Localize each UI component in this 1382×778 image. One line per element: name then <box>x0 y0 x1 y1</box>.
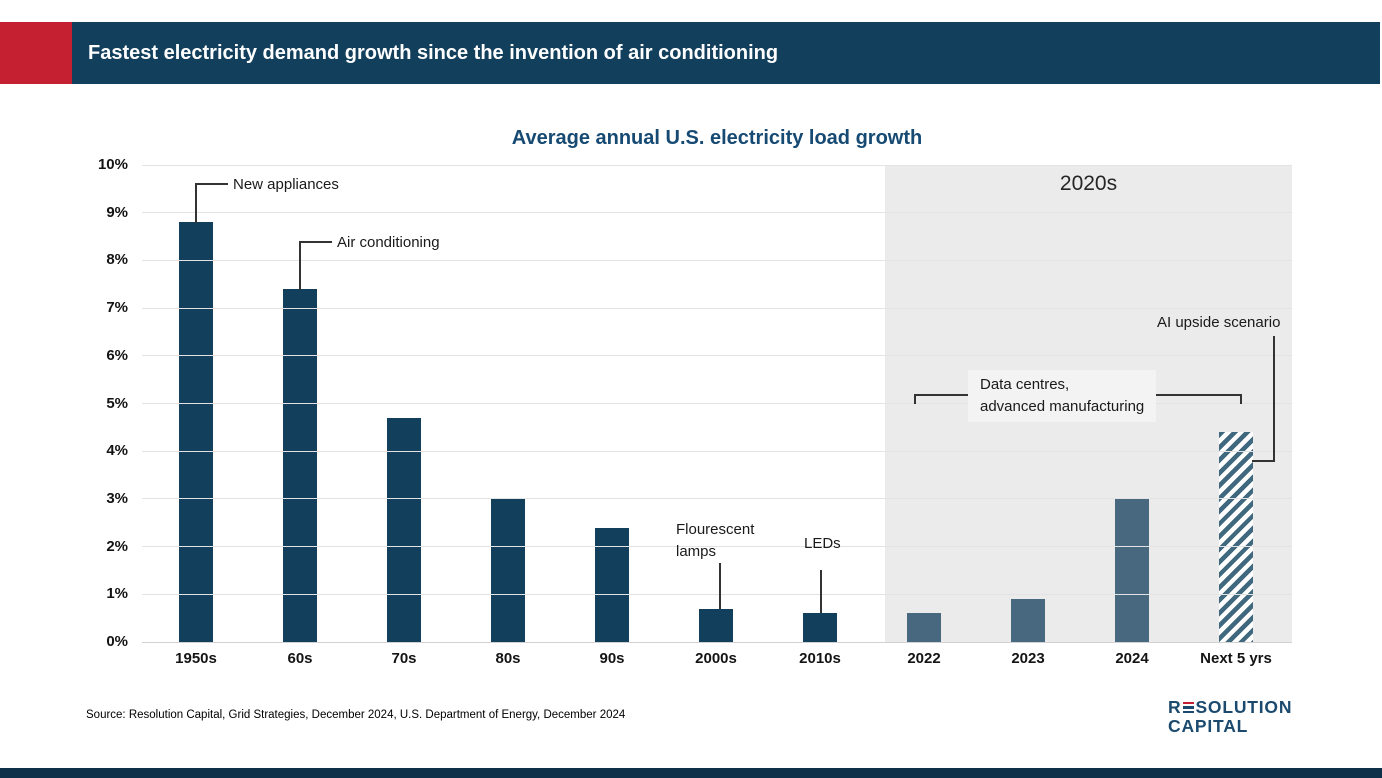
annotation-data-centres-line2: advanced manufacturing <box>980 398 1145 415</box>
ai-upside-connector-vertical <box>1273 336 1275 462</box>
annotation-leds: LEDs <box>804 535 841 552</box>
ai-upside-connector-horizontal <box>1252 460 1274 462</box>
bar-70s <box>387 417 421 642</box>
annotation-fluorescent-line2: lamps <box>676 543 717 560</box>
y-axis-label: 7% <box>106 299 128 317</box>
bar-2010s <box>803 613 837 642</box>
gridline-4% <box>142 450 1292 452</box>
y-axis-label: 2% <box>106 537 128 555</box>
gridline-1% <box>142 593 1292 595</box>
logo-line1-rest: SOLUTION <box>1195 697 1293 717</box>
x-axis-label: 1950s <box>175 650 217 667</box>
footer-bar <box>0 768 1382 778</box>
gridline-0% <box>142 641 1292 643</box>
y-axis-label: 3% <box>106 489 128 507</box>
y-axis-label: 4% <box>106 442 128 460</box>
brand-red-square <box>0 22 72 84</box>
x-axis-label: 60s <box>287 650 313 667</box>
bar-80s <box>491 498 525 642</box>
x-axis-label: 80s <box>495 650 521 667</box>
bar-1950s <box>179 222 213 642</box>
logo-line1: R SOLUTION <box>1168 698 1292 717</box>
bar-90s <box>595 527 629 642</box>
annotation-fluorescent-lamps: Flourescent lamps <box>676 519 754 563</box>
annotation-fluorescent-line1: Flourescent <box>676 521 755 538</box>
page-title: Fastest electricity demand growth since … <box>88 42 779 64</box>
bar-2022 <box>907 613 941 642</box>
bar-Next 5 yrs <box>1219 432 1253 642</box>
y-axis-label: 5% <box>106 394 128 412</box>
new-appliances-connector-horizontal <box>195 183 228 185</box>
y-axis-label: 1% <box>106 585 128 603</box>
logo-line2: CAPITAL <box>1168 716 1249 736</box>
leds-connector-vertical <box>820 570 822 613</box>
x-axis-label: Next 5 yrs <box>1200 650 1272 667</box>
gridline-9% <box>142 212 1292 214</box>
x-axis-label: 2023 <box>1011 650 1045 667</box>
gridline-5% <box>142 403 1292 404</box>
y-axis-label: 9% <box>106 203 128 221</box>
data-centres-bracket-left-tick <box>914 394 916 404</box>
decade-region-label: 2020s <box>1059 172 1118 195</box>
resolution-capital-logo: R SOLUTION CAPITAL <box>1168 698 1292 736</box>
air-conditioning-connector-horizontal <box>299 241 332 243</box>
gridline-2% <box>142 546 1292 548</box>
data-centres-bracket-right-tick <box>1240 394 1242 404</box>
gridline-7% <box>142 307 1292 309</box>
x-axis-label: 2010s <box>799 650 841 667</box>
bar-2000s <box>699 608 733 642</box>
gridline-8% <box>142 259 1292 261</box>
y-axis-label: 8% <box>106 251 128 269</box>
logo-stylized-e-icon <box>1182 701 1194 714</box>
annotation-data-centres-line1: Data centres, <box>980 376 1070 393</box>
y-axis-label: 10% <box>97 156 128 173</box>
bar-60s <box>283 289 317 642</box>
annotation-air-conditioning: Air conditioning <box>337 234 440 251</box>
bar-2024 <box>1115 498 1149 642</box>
new-appliances-connector-vertical <box>195 183 197 223</box>
y-axis-label: 6% <box>106 346 128 364</box>
x-axis-label: 2024 <box>1115 650 1149 667</box>
source-note: Source: Resolution Capital, Grid Strateg… <box>86 709 626 721</box>
fluorescent-connector-vertical <box>719 563 721 609</box>
x-axis-label: 2000s <box>695 650 737 667</box>
logo-letter-r: R <box>1168 697 1182 717</box>
gridline-10% <box>142 164 1292 166</box>
air-conditioning-connector-vertical <box>299 241 301 290</box>
annotation-ai-upside: AI upside scenario <box>1157 314 1281 331</box>
annotation-new-appliances: New appliances <box>233 176 339 193</box>
bar-2023 <box>1011 599 1045 642</box>
x-axis-label: 2022 <box>907 650 941 667</box>
x-axis-label: 90s <box>599 650 625 667</box>
gridline-6% <box>142 355 1292 357</box>
x-axis-label: 70s <box>391 650 417 667</box>
chart-title: Average annual U.S. electricity load gro… <box>511 127 923 149</box>
gridline-3% <box>142 498 1292 500</box>
header-bar: Fastest electricity demand growth since … <box>72 22 1380 84</box>
annotation-data-centres: Data centres, advanced manufacturing <box>968 370 1157 422</box>
y-axis-label: 0% <box>106 633 128 650</box>
